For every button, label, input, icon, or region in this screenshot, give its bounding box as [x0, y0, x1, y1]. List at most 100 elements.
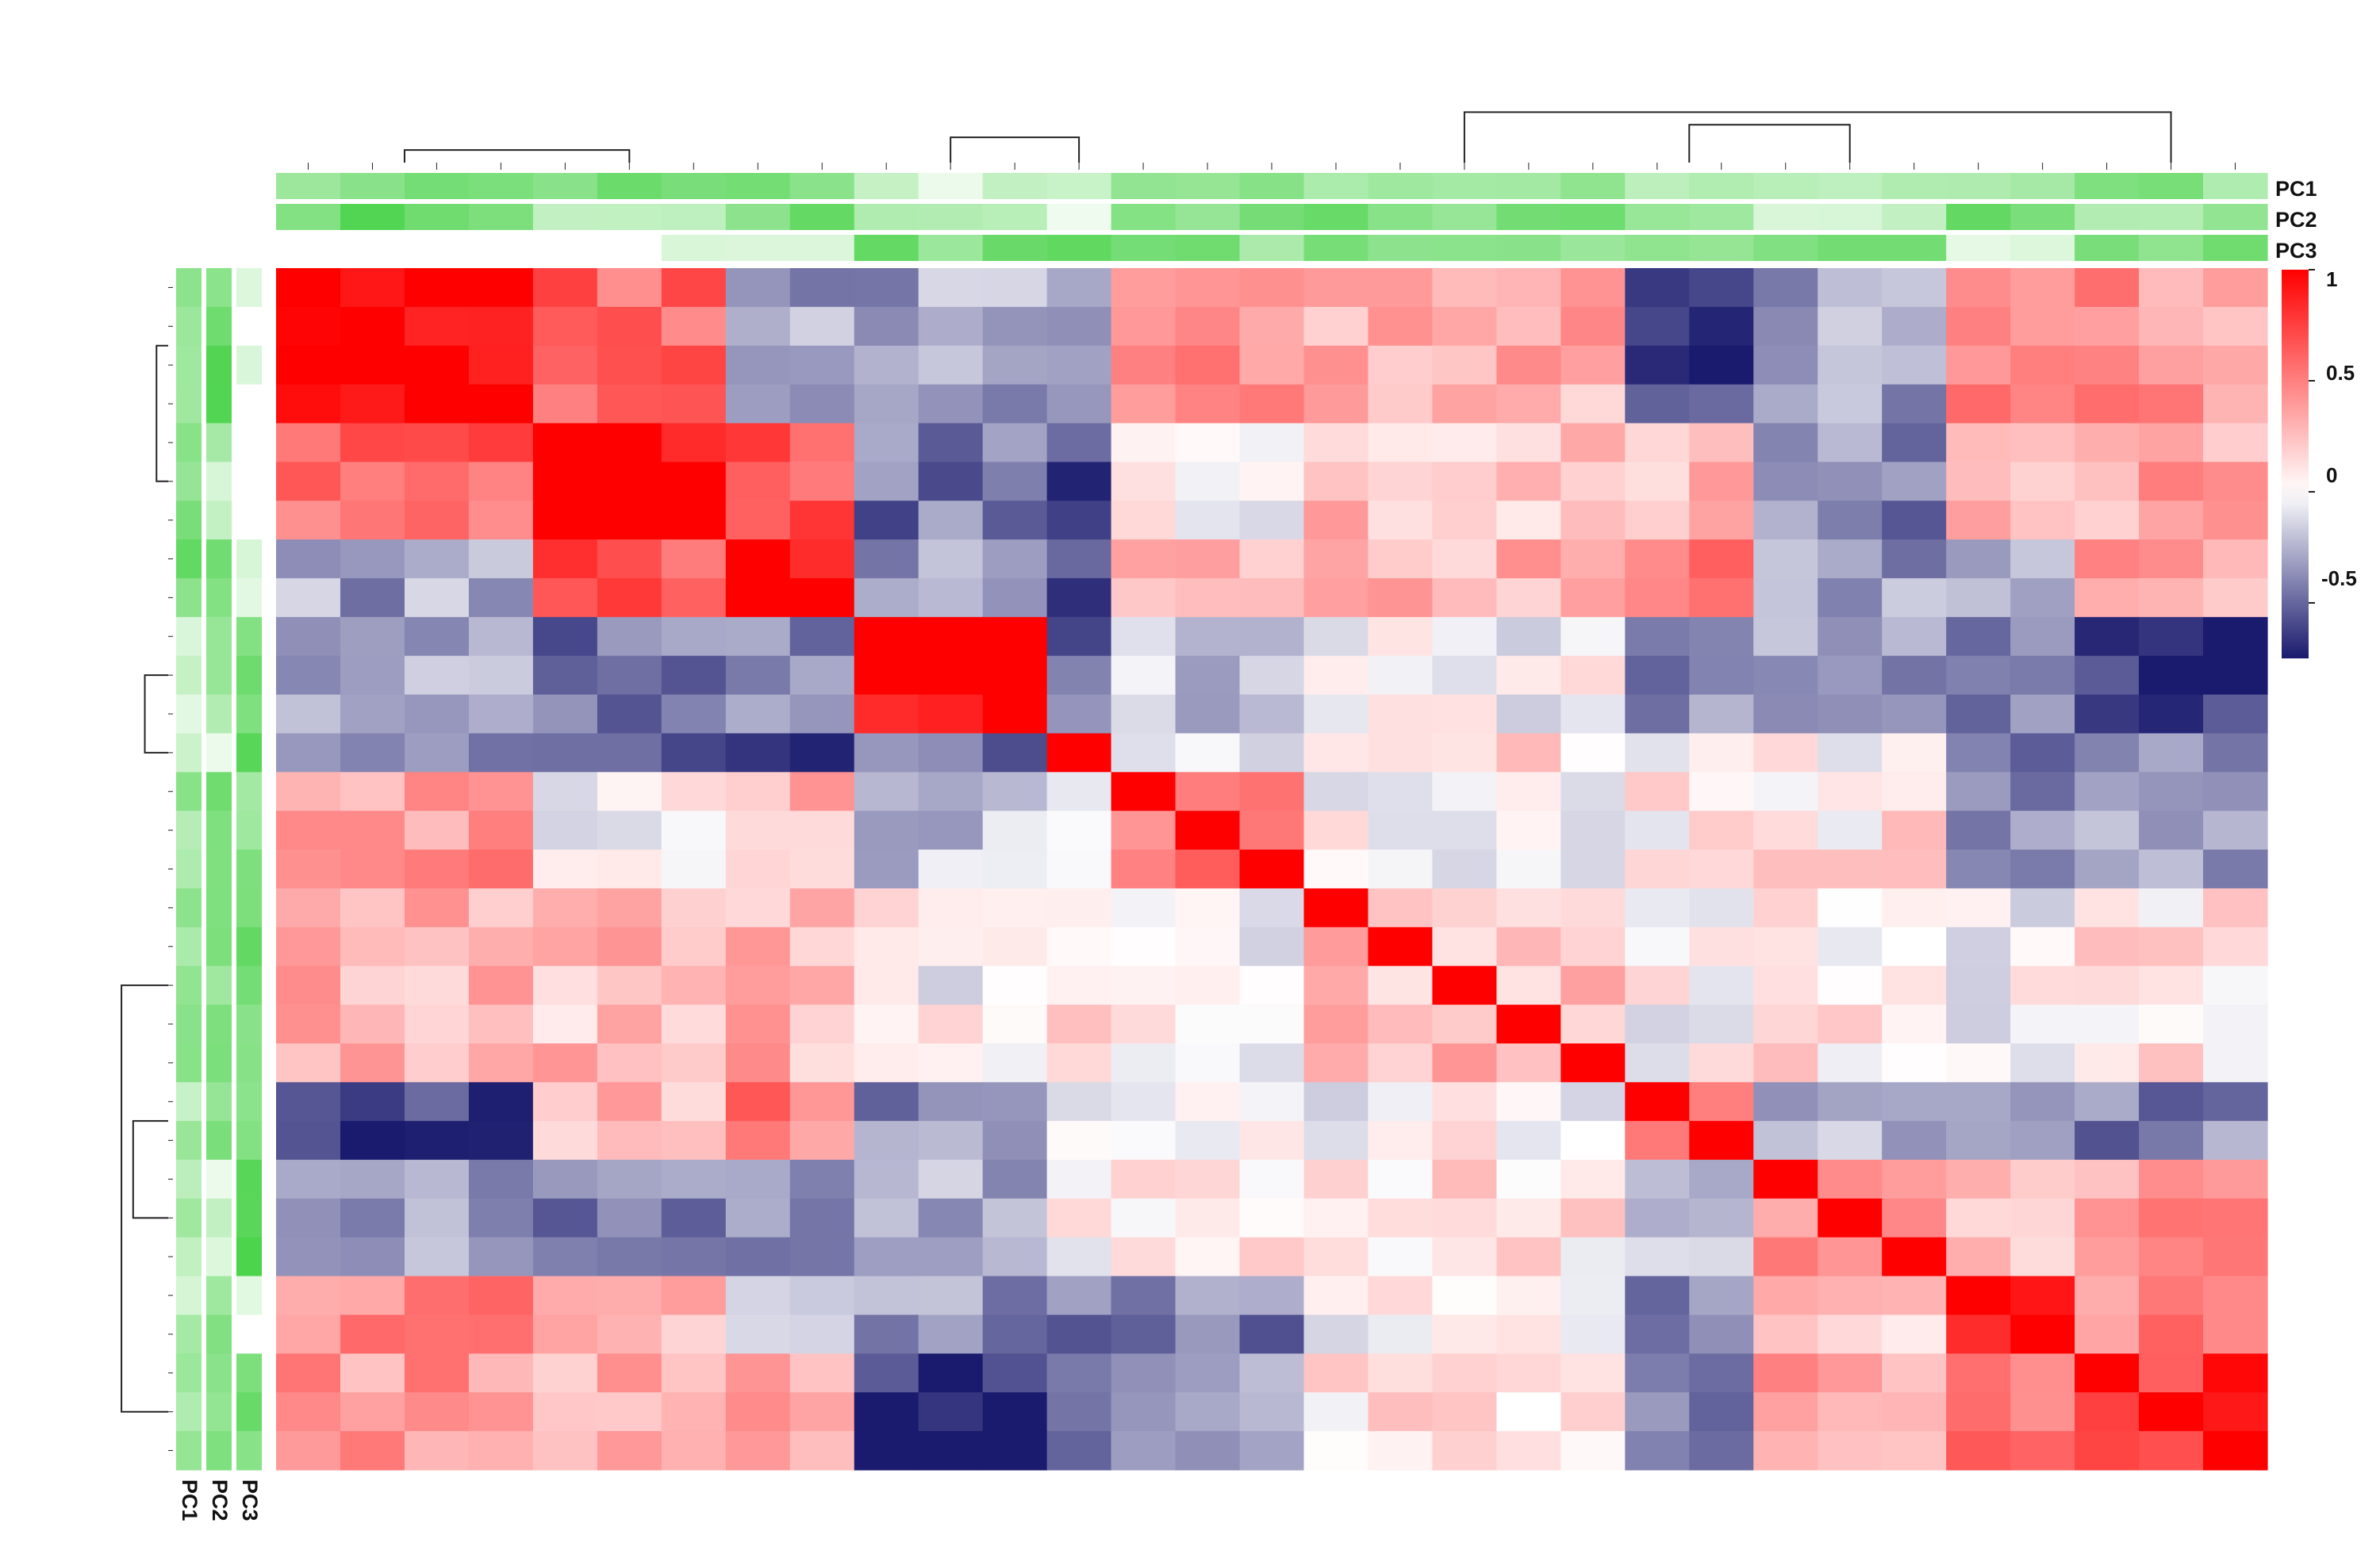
heatmap-cell: [1560, 1160, 1626, 1199]
heatmap-cell: [404, 539, 470, 579]
heatmap-cell: [725, 1392, 791, 1432]
heatmap-cell: [1625, 811, 1690, 850]
heatmap-cell: [276, 888, 341, 928]
row-track-cell-pc3: [236, 616, 262, 657]
heatmap-cell: [404, 616, 470, 657]
dendrogram-branch: [403, 149, 631, 163]
row-track-cell-pc3: [236, 1160, 262, 1199]
heatmap-cell: [468, 1121, 534, 1161]
heatmap-cell: [1753, 694, 1818, 735]
heatmap-cell: [1432, 811, 1497, 850]
heatmap-cell: [1046, 888, 1112, 928]
heatmap-cell: [597, 577, 662, 618]
column-annotation-tracks: [276, 173, 2268, 261]
heatmap-cell: [661, 811, 727, 850]
heatmap-cell: [1882, 655, 1947, 696]
heatmap-cell: [1368, 965, 1434, 1006]
heatmap-cell: [1239, 1431, 1305, 1471]
heatmap-cell: [661, 655, 727, 696]
heatmap-cell: [854, 772, 919, 811]
heatmap-cell: [276, 965, 341, 1006]
heatmap-cell: [2010, 733, 2075, 773]
heatmap-cell: [2203, 539, 2268, 579]
heatmap-cell: [2203, 1314, 2268, 1354]
heatmap-cell: [1560, 616, 1626, 657]
heatmap-cell: [1175, 1160, 1241, 1199]
heatmap-cell: [982, 733, 1048, 773]
heatmap-cell: [276, 616, 341, 657]
heatmap-cell: [854, 1121, 919, 1161]
heatmap-cell: [1496, 462, 1561, 501]
heatmap-cell: [854, 306, 919, 347]
heatmap-cell: [982, 1392, 1048, 1432]
heatmap-cell: [1560, 1276, 1626, 1316]
heatmap-cell: [2075, 1314, 2140, 1354]
heatmap-cell: [1689, 423, 1754, 462]
row-track-cell-pc3: [236, 1431, 262, 1471]
heatmap-cell: [2075, 965, 2140, 1006]
heatmap-cell: [2010, 384, 2075, 424]
heatmap-cell: [532, 1198, 598, 1238]
row-track-cell-pc2: [206, 1043, 232, 1083]
col-track-cell-pc2: [789, 204, 855, 230]
heatmap-cell: [1303, 965, 1369, 1006]
col-track-cell-pc2: [1046, 204, 1112, 230]
heatmap-cell: [1753, 577, 1818, 618]
heatmap-cell: [1303, 1276, 1369, 1316]
heatmap-cell: [1882, 1198, 1947, 1238]
heatmap-cell: [1111, 462, 1177, 501]
heatmap-cell: [1753, 501, 1818, 540]
heatmap-cell: [276, 772, 341, 811]
heatmap-cell: [1111, 811, 1177, 850]
heatmap-cell: [1368, 1353, 1434, 1393]
heatmap-cell: [725, 655, 791, 696]
heatmap-cell: [2010, 1004, 2075, 1045]
heatmap-cell: [597, 1121, 662, 1161]
row-track-cell-pc2: [206, 965, 232, 1006]
heatmap-cell: [1111, 1082, 1177, 1122]
heatmap-cell: [1560, 1082, 1626, 1122]
heatmap-cell: [1432, 1353, 1497, 1393]
heatmap-cell: [2075, 345, 2140, 386]
heatmap-cell: [918, 1121, 984, 1161]
col-track-cell-pc1: [1560, 173, 1626, 199]
heatmap-cell: [1689, 1314, 1754, 1354]
heatmap-cell: [982, 306, 1048, 347]
heatmap-cell: [1818, 1121, 1883, 1161]
heatmap-cell: [1303, 1082, 1369, 1122]
heatmap-cell: [597, 1004, 662, 1045]
row-track-cell-pc2: [206, 1276, 232, 1316]
heatmap-cell: [918, 539, 984, 579]
row-track-cell-pc1: [176, 1082, 202, 1122]
heatmap-cell: [982, 1431, 1048, 1471]
heatmap-cell: [1432, 1160, 1497, 1199]
row-track-cell-pc1: [176, 501, 202, 540]
row-track-cell-pc3: [236, 772, 262, 811]
row-track-cell-pc3: [236, 888, 262, 928]
heatmap-cell: [1303, 1392, 1369, 1432]
col-track-cell-pc3: [982, 235, 1048, 261]
heatmap-cell: [1303, 927, 1369, 967]
heatmap-cell: [2075, 268, 2140, 308]
heatmap-cell: [532, 1043, 598, 1083]
heatmap-cell: [1753, 655, 1818, 696]
heatmap-cell: [2139, 1198, 2204, 1238]
heatmap-cell: [2139, 1160, 2204, 1199]
heatmap-cell: [532, 423, 598, 462]
row-track-cell-pc2: [206, 268, 232, 308]
heatmap-cell: [1946, 694, 2011, 735]
heatmap-cell: [532, 384, 598, 424]
heatmap-cell: [982, 772, 1048, 811]
row-track-cell-pc3: [236, 927, 262, 967]
heatmap-cell: [1239, 539, 1305, 579]
heatmap-cell: [982, 423, 1048, 462]
heatmap-cell: [1111, 268, 1177, 308]
heatmap-cell: [1496, 501, 1561, 540]
heatmap-cell: [1625, 1004, 1690, 1045]
heatmap-cell: [1368, 927, 1434, 967]
colorbar-tick-0: 0: [2326, 463, 2337, 487]
heatmap-cell: [1239, 1392, 1305, 1432]
heatmap-cell: [1818, 462, 1883, 501]
heatmap-cell: [661, 1121, 727, 1161]
